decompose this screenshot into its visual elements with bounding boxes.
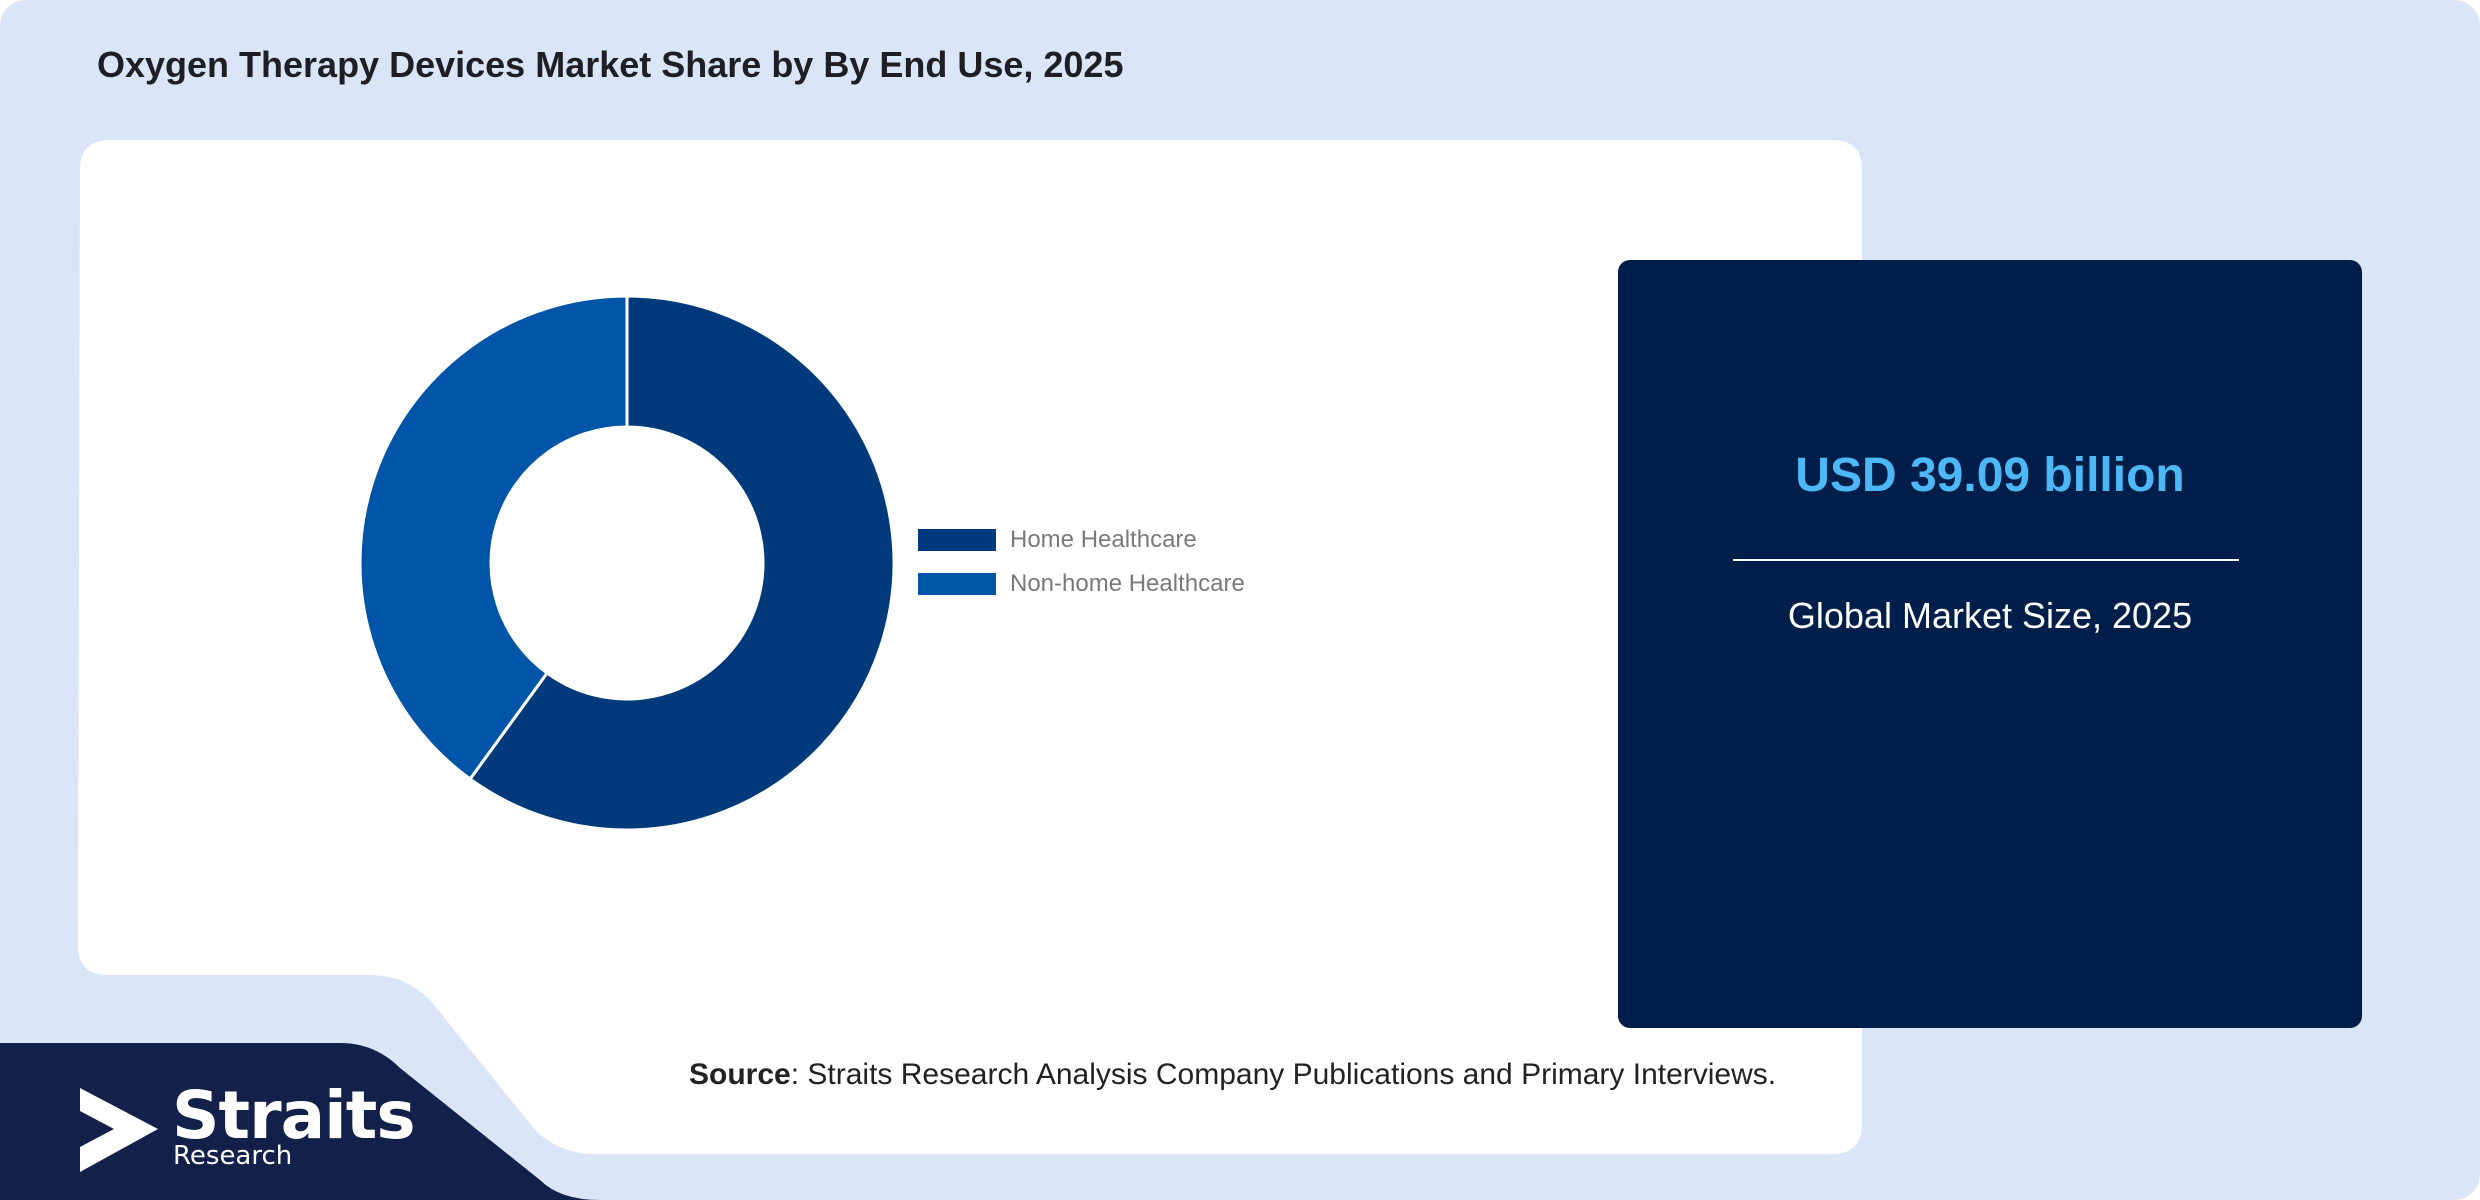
legend-item-non-home-healthcare: Non-home Healthcare <box>918 569 1245 599</box>
legend-swatch <box>918 573 996 595</box>
straits-arrow-icon <box>80 1088 158 1172</box>
source-label: Source <box>689 1058 791 1091</box>
legend-label: Non-home Healthcare <box>1010 570 1245 597</box>
page-title: Oxygen Therapy Devices Market Share by B… <box>97 44 1124 85</box>
legend-item-home-healthcare: Home Healthcare <box>918 525 1197 555</box>
footer-band <box>0 1043 600 1200</box>
divider <box>1733 559 2239 561</box>
donut-slice-non-home-healthcare <box>358 294 629 782</box>
market-size-value: USD 39.09 billion <box>1795 449 2185 502</box>
straits-research-logo: Straits Research <box>80 1077 416 1175</box>
source-note: Source: Straits Research Analysis Compan… <box>689 1058 1776 1092</box>
donut-slices <box>358 294 896 832</box>
market-size-card: USD 39.09 billion Global Market Size, 20… <box>1618 260 2362 1028</box>
legend-swatch <box>918 529 996 551</box>
legend-label: Home Healthcare <box>1010 526 1197 553</box>
donut-slice-home-healthcare <box>467 294 896 832</box>
source-text: : Straits Research Analysis Company Publ… <box>790 1058 1777 1091</box>
market-size-caption: Global Market Size, 2025 <box>1787 595 2193 636</box>
brand-subtitle: Research <box>173 1141 293 1171</box>
brand-name: Straits <box>172 1077 416 1154</box>
